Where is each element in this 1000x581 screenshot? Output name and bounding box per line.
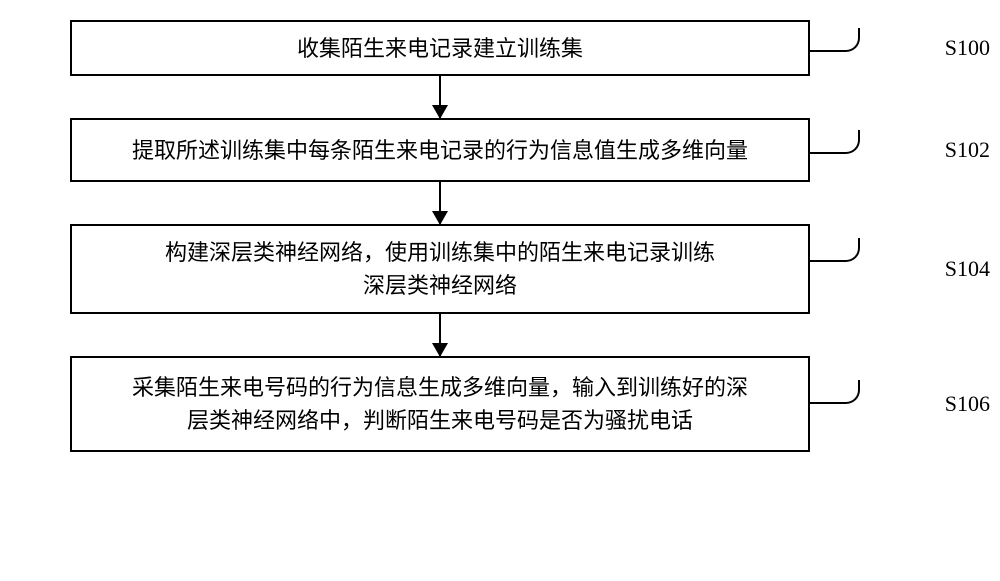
step-label-s102: S102 bbox=[945, 137, 990, 163]
step-row-s104: 构建深层类神经网络，使用训练集中的陌生来电记录训练 深层类神经网络 S104 bbox=[70, 224, 930, 314]
arrow-wrap bbox=[70, 182, 810, 224]
step-label-s106: S106 bbox=[945, 391, 990, 417]
connector-tick bbox=[810, 28, 860, 52]
arrow-wrap bbox=[70, 314, 810, 356]
step-box-s104: 构建深层类神经网络，使用训练集中的陌生来电记录训练 深层类神经网络 bbox=[70, 224, 810, 314]
connector-tick bbox=[810, 130, 860, 154]
arrow-down bbox=[439, 182, 441, 224]
connector-tick bbox=[810, 380, 860, 404]
step-row-s100: 收集陌生来电记录建立训练集 S100 bbox=[70, 20, 930, 76]
step-box-s100: 收集陌生来电记录建立训练集 bbox=[70, 20, 810, 76]
step-label-s104: S104 bbox=[945, 256, 990, 282]
step-row-s106: 采集陌生来电号码的行为信息生成多维向量，输入到训练好的深 层类神经网络中，判断陌… bbox=[70, 356, 930, 452]
step-label-s100: S100 bbox=[945, 35, 990, 61]
step-text: 收集陌生来电记录建立训练集 bbox=[297, 32, 583, 65]
step-box-s106: 采集陌生来电号码的行为信息生成多维向量，输入到训练好的深 层类神经网络中，判断陌… bbox=[70, 356, 810, 452]
step-row-s102: 提取所述训练集中每条陌生来电记录的行为信息值生成多维向量 S102 bbox=[70, 118, 930, 182]
arrow-down bbox=[439, 314, 441, 356]
step-text: 采集陌生来电号码的行为信息生成多维向量，输入到训练好的深 层类神经网络中，判断陌… bbox=[132, 371, 748, 437]
arrow-head-icon bbox=[432, 105, 448, 119]
connector-tick bbox=[810, 238, 860, 262]
step-text: 提取所述训练集中每条陌生来电记录的行为信息值生成多维向量 bbox=[132, 134, 748, 167]
arrow-wrap bbox=[70, 76, 810, 118]
step-text: 构建深层类神经网络，使用训练集中的陌生来电记录训练 深层类神经网络 bbox=[165, 236, 715, 302]
step-box-s102: 提取所述训练集中每条陌生来电记录的行为信息值生成多维向量 bbox=[70, 118, 810, 182]
arrow-down bbox=[439, 76, 441, 118]
arrow-head-icon bbox=[432, 343, 448, 357]
arrow-head-icon bbox=[432, 211, 448, 225]
flowchart: 收集陌生来电记录建立训练集 S100 提取所述训练集中每条陌生来电记录的行为信息… bbox=[70, 20, 930, 452]
